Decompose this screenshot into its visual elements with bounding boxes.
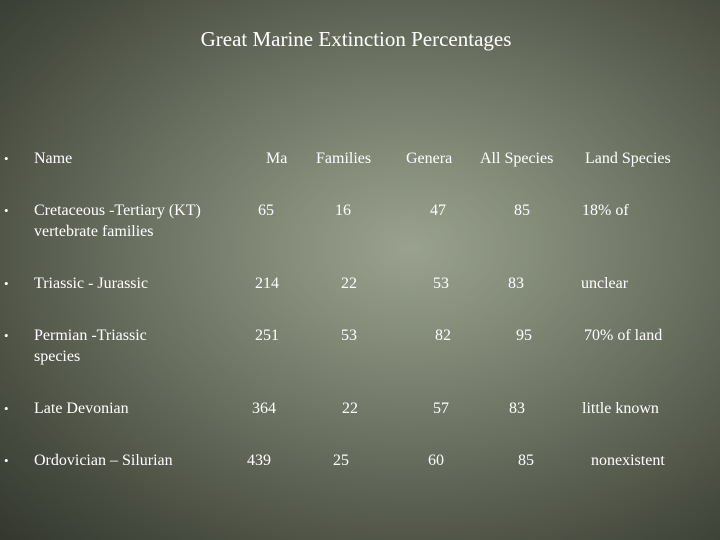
header-land-species: Land Species: [585, 150, 671, 167]
row-all-species: 85: [514, 202, 530, 219]
row-ma: 364: [252, 400, 276, 417]
header-families: Families: [316, 150, 372, 167]
header-name: Name: [34, 150, 73, 167]
row-name-continued: species: [34, 348, 81, 365]
header-all-species: All Species: [480, 150, 554, 167]
row-land-species: little known: [582, 400, 659, 417]
row-name-continued: vertebrate families: [34, 223, 154, 240]
row-families: 16: [335, 202, 351, 219]
row-genera: 47: [430, 202, 446, 219]
row-ma: 251: [255, 327, 279, 344]
row-families: 25: [333, 452, 349, 469]
bullet: •: [4, 328, 9, 343]
bullet: •: [4, 276, 9, 291]
row-genera: 53: [433, 275, 449, 292]
row-genera: 60: [428, 452, 444, 469]
row-ma: 214: [255, 275, 279, 292]
row-name: Triassic - Jurassic: [34, 275, 149, 292]
row-families: 22: [341, 275, 357, 292]
row-name: Cretaceous -Tertiary (KT): [34, 202, 201, 219]
row-families: 22: [342, 400, 358, 417]
bullet: •: [4, 453, 9, 468]
row-genera: 57: [433, 400, 449, 417]
row-all-species: 83: [509, 400, 525, 417]
bullet: •: [4, 151, 9, 166]
row-land-species: unclear: [581, 275, 629, 292]
row-land-species: nonexistent: [591, 452, 665, 469]
row-ma: 65: [258, 202, 274, 219]
bullet: •: [4, 203, 9, 218]
row-land-species: 70% of land: [584, 327, 663, 344]
row-genera: 82: [435, 327, 451, 344]
row-land-species: 18% of: [582, 202, 629, 219]
row-ma: 439: [247, 452, 271, 469]
slide-title: Great Marine Extinction Percentages: [200, 27, 512, 51]
row-all-species: 95: [516, 327, 532, 344]
row-families: 53: [341, 327, 357, 344]
header-genera: Genera: [406, 150, 453, 167]
header-ma: Ma: [266, 150, 288, 167]
row-name: Ordovician – Silurian: [34, 452, 173, 469]
bullet: •: [4, 401, 9, 416]
row-all-species: 83: [508, 275, 524, 292]
row-name: Late Devonian: [34, 400, 129, 417]
row-all-species: 85: [518, 452, 534, 469]
row-name: Permian -Triassic: [34, 327, 147, 344]
